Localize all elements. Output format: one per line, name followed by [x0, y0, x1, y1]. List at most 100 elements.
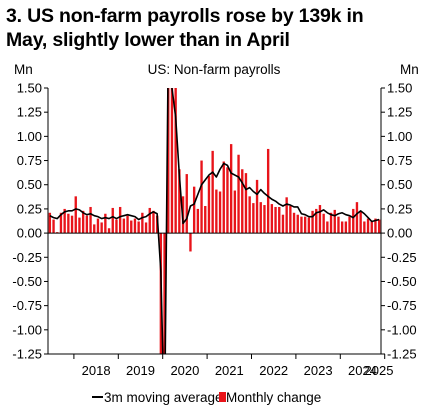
bar-37: [185, 174, 188, 234]
bar-57: [259, 202, 262, 234]
bar-33: [170, 88, 174, 234]
bar-82: [352, 208, 355, 234]
left-tick-label-11: -1.25: [12, 347, 42, 362]
bar-20: [122, 218, 126, 234]
bar-32: [167, 88, 170, 234]
bar-76: [329, 212, 333, 234]
x-tick-label-5: 2023: [304, 363, 333, 378]
x-tick-label-4: 2022: [259, 363, 288, 378]
bar-72: [315, 208, 318, 234]
chart-title-line-1: 3. US non-farm payrolls rose by 139k in: [6, 5, 364, 27]
bar-26: [144, 222, 148, 234]
bar-53: [244, 173, 248, 234]
bar-21: [126, 215, 129, 234]
left-tick-label-6: 0.00: [17, 226, 42, 241]
bar-89: [377, 219, 381, 234]
bar-46: [218, 191, 222, 234]
bar-18: [115, 219, 118, 234]
right-tick-label-3: 0.75: [387, 153, 412, 168]
bar-49: [229, 144, 233, 234]
bar-65: [289, 206, 292, 234]
bar-62: [278, 206, 281, 234]
bar-4: [63, 208, 66, 234]
plot-frame: [47, 88, 382, 355]
bar-10: [85, 215, 89, 234]
bar-58: [263, 205, 266, 234]
left-tick-label-7: -0.25: [12, 250, 42, 265]
x-tick-label-6: 2024: [348, 363, 377, 378]
bar-3: [59, 212, 63, 234]
bar-34: [174, 88, 177, 234]
bar-5: [67, 213, 70, 234]
right-tick-label-11: -1.25: [387, 347, 417, 362]
right-tick-label-8: -0.50: [387, 274, 417, 289]
left-tick-label-4: 0.50: [17, 177, 42, 192]
bar-84: [359, 211, 362, 234]
bar-7: [74, 196, 77, 234]
bar-39: [192, 186, 196, 234]
bar-17: [111, 207, 114, 234]
right-y-axis: 1.50 1.25 1.00 0.75 0.50 0.25 0.00 -0.25 -0.50 -0…: [381, 81, 417, 362]
right-tick-label-2: 1.00: [387, 129, 412, 144]
bar-67: [296, 214, 299, 234]
right-tick-label-9: -0.75: [387, 298, 417, 313]
bar-9: [81, 210, 85, 234]
bar-22: [130, 220, 133, 234]
bar-69: [303, 216, 307, 234]
right-tick-label-4: 0.50: [387, 177, 412, 192]
bar-15: [104, 213, 107, 234]
right-axis-unit: Mn: [400, 62, 419, 77]
bar-70: [307, 217, 311, 234]
x-tick-label-1: 2019: [126, 363, 155, 378]
bar-40: [196, 208, 200, 234]
bar-68: [300, 216, 303, 234]
left-tick-label-8: -0.50: [12, 274, 42, 289]
bar-35: [178, 169, 181, 234]
bar-31: [163, 233, 166, 354]
bar-86: [366, 218, 370, 234]
bar-19: [118, 206, 122, 234]
x-tick-label-7: 2025: [365, 363, 394, 378]
left-tick-label-5: 0.25: [17, 201, 42, 216]
bar-1: [52, 219, 55, 234]
left-tick-label-10: -1.00: [12, 322, 42, 337]
bar-24: [137, 221, 140, 234]
left-y-axis: 1.50 1.25 1.00 0.75 0.50 0.25 0.00 -0.25 -0.50 -0…: [12, 81, 48, 362]
bar-54: [248, 196, 251, 234]
x-tick-label-0: 2018: [82, 363, 111, 378]
left-tick-label-2: 1.00: [17, 129, 42, 144]
bar-27: [148, 207, 151, 234]
bar-87: [370, 221, 373, 234]
legend-label-monthly: Monthly change: [226, 390, 321, 405]
bar-71: [311, 210, 314, 234]
bar-8: [78, 217, 81, 234]
bar-48: [226, 167, 229, 234]
bar-79: [340, 221, 344, 234]
chart-subtitle: US: Non-farm payrolls: [148, 62, 281, 77]
bar-88: [374, 218, 377, 234]
bar-38: [189, 233, 192, 252]
moving-average-line: [49, 88, 380, 354]
bar-41: [200, 160, 203, 234]
bar-16: [107, 228, 111, 234]
monthly-change-bars: [48, 88, 381, 354]
x-tick-label-2: 2020: [170, 363, 199, 378]
bar-64: [285, 197, 288, 234]
bar-45: [215, 189, 218, 234]
bar-81: [348, 216, 351, 234]
bar-60: [270, 204, 274, 234]
right-tick-label-0: 1.50: [387, 81, 412, 96]
bar-73: [318, 205, 322, 234]
bar-80: [344, 221, 348, 234]
bar-77: [333, 209, 336, 234]
left-tick-label-1: 1.25: [17, 105, 42, 120]
x-tick-label-3: 2021: [215, 363, 244, 378]
bar-42: [204, 206, 207, 234]
bar-85: [363, 221, 366, 234]
bar-43: [207, 176, 211, 234]
bar-55: [252, 203, 255, 234]
bar-66: [292, 212, 296, 234]
legend-label-average: 3m moving average: [104, 390, 223, 405]
